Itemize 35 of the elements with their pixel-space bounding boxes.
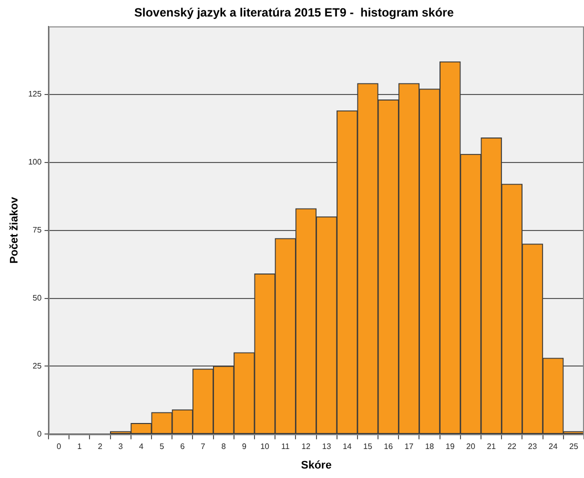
chart-title: Slovenský jazyk a literatúra 2015 ET9 - histogram skóre (134, 6, 454, 20)
x-tick-label: 14 (342, 442, 352, 452)
x-tick-label: 9 (242, 442, 247, 452)
x-tick-label: 1 (77, 442, 82, 452)
x-tick-label: 20 (466, 442, 476, 452)
x-tick-label: 15 (363, 442, 373, 452)
x-tick-label: 13 (322, 442, 332, 452)
x-axis-title: Skóre (300, 459, 332, 472)
x-tick-label: 7 (200, 442, 206, 452)
y-tick-label: 25 (32, 361, 42, 370)
x-tick-label: 24 (548, 442, 558, 452)
x-tick-label: 2 (98, 442, 103, 452)
x-tick-label: 4 (138, 442, 144, 452)
y-tick-label: 75 (32, 226, 42, 235)
x-tick-label: 6 (180, 442, 186, 452)
x-tick-label: 12 (302, 442, 311, 452)
x-tick-label: 11 (281, 442, 290, 452)
y-tick-label: 125 (28, 90, 42, 99)
y-axis-title: Počet žiakov (8, 196, 21, 264)
x-tick-label: 3 (118, 442, 124, 452)
x-tick-label: 18 (425, 442, 435, 452)
x-tick-label: 23 (528, 442, 538, 452)
x-tick-label: 16 (384, 442, 394, 452)
x-tick-label: 22 (507, 442, 517, 452)
x-tick-label: 19 (446, 442, 456, 452)
x-tick-label: 0 (56, 442, 62, 452)
y-tick-label: 50 (32, 293, 42, 302)
y-tick-label: 0 (37, 429, 42, 438)
x-tick-label: 10 (260, 442, 270, 452)
y-tick-label: 100 (28, 158, 42, 167)
x-tick-label: 25 (569, 442, 579, 452)
x-tick-label: 17 (404, 442, 414, 452)
x-tick-label: 21 (486, 442, 496, 452)
x-tick-label: 8 (221, 442, 226, 452)
x-tick-label: 5 (160, 442, 165, 452)
